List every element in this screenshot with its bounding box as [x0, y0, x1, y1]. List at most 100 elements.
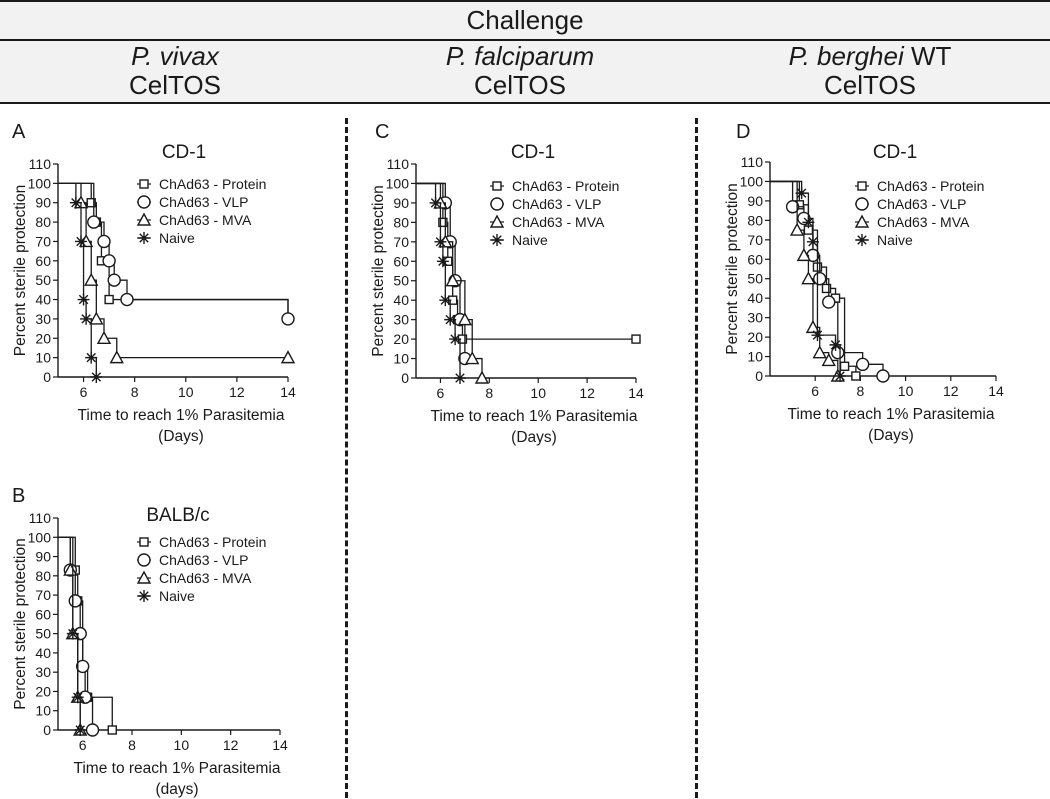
- y-tick-label: 20: [393, 331, 409, 347]
- data-point: [102, 254, 116, 268]
- y-tick-label: 70: [747, 232, 763, 248]
- legend-label: ChAd63 - Protein: [512, 178, 619, 194]
- legend-marker: [138, 590, 150, 602]
- series-line: [770, 180, 884, 376]
- antigen-name: CelTOS: [824, 70, 916, 100]
- y-tick-label: 60: [747, 251, 763, 267]
- y-tick-label: 90: [747, 193, 763, 209]
- y-tick-label: 30: [393, 312, 409, 328]
- species-name: P. vivax: [131, 41, 219, 71]
- y-tick-label: 60: [35, 606, 51, 622]
- x-tick-label: 10: [530, 385, 546, 401]
- y-tick-label: 30: [35, 311, 51, 327]
- x-tick-label: 12: [579, 385, 595, 401]
- x-tick-label: 6: [79, 737, 87, 753]
- data-point: [811, 329, 824, 342]
- chart-panel-a: A CD-1 0 10 20 30 40 50 60 70 80 90 100 110 6 8 10 12 14 Ti…: [12, 121, 296, 445]
- data-point: [85, 351, 98, 364]
- x-tick-label: 14: [628, 385, 644, 401]
- legend-label: Naive: [512, 232, 548, 248]
- legend-marker: [856, 234, 868, 246]
- y-axis-label: Percent sterile protection: [12, 538, 29, 709]
- legend: ChAd63 - Protein ChAd63 - VLP ChAd63 - MVA…: [489, 178, 619, 248]
- x-tick-label: 14: [988, 383, 1004, 399]
- y-tick-label: 100: [386, 175, 410, 191]
- x-tick-label: 12: [229, 384, 245, 400]
- antigen-name: CelTOS: [129, 70, 221, 100]
- legend-marker: [138, 232, 150, 244]
- legend-marker: [139, 179, 149, 189]
- x-axis-label-units: (Days): [511, 429, 557, 446]
- x-axis-label: Time to reach 1% Parasitemia: [430, 408, 637, 425]
- y-tick-label: 10: [747, 349, 763, 365]
- x-tick-label: 8: [857, 383, 865, 399]
- y-axis-label: Percent sterile protection: [370, 185, 387, 356]
- data-point: [822, 295, 836, 309]
- x-tick-label: 8: [485, 385, 493, 401]
- y-tick-label: 60: [35, 253, 51, 269]
- y-tick-label: 0: [43, 369, 51, 385]
- legend-label: Naive: [159, 588, 195, 604]
- legend-label: ChAd63 - VLP: [877, 196, 967, 212]
- data-point: [812, 345, 827, 359]
- y-tick-label: 80: [393, 214, 409, 230]
- data-point: [68, 594, 82, 608]
- legend-label: Naive: [159, 230, 195, 246]
- data-point: [439, 294, 452, 307]
- series-star: [58, 536, 87, 736]
- data-point: [89, 311, 104, 325]
- data-point: [813, 272, 827, 286]
- legend-marker: [490, 197, 504, 211]
- data-point: [831, 345, 845, 360]
- species-suffix: WT: [903, 41, 952, 71]
- x-tick-label: 6: [80, 384, 88, 400]
- y-tick-label: 30: [747, 310, 763, 326]
- x-tick-label: 6: [437, 385, 445, 401]
- data-point: [444, 313, 457, 326]
- column-divider-right: [695, 118, 698, 798]
- y-tick-label: 80: [35, 568, 51, 584]
- legend-marker: [137, 195, 151, 209]
- y-tick-label: 40: [393, 292, 409, 308]
- data-point: [805, 319, 821, 334]
- y-tick-label: 0: [43, 722, 51, 738]
- y-axis-label: Percent sterile protection: [724, 183, 741, 354]
- legend-label: ChAd63 - Protein: [159, 534, 266, 550]
- legend-label: ChAd63 - MVA: [159, 212, 252, 228]
- x-axis-label: Time to reach 1% Parasitemia: [77, 407, 284, 424]
- x-tick-label: 8: [131, 384, 139, 400]
- x-axis-label-units: (Days): [868, 427, 914, 444]
- y-tick-label: 40: [35, 292, 51, 308]
- y-tick-label: 50: [393, 273, 409, 289]
- chart-panel-d: D CD-1 0 10 20 30 40 50 60 70 80 90 100 110 6 8 10 12 14 Ti…: [724, 121, 1004, 444]
- data-point: [821, 283, 832, 294]
- x-axis-label: Time to reach 1% Parasitemia: [73, 760, 280, 777]
- x-axis-label-units: (Days): [158, 428, 204, 445]
- y-tick-label: 50: [35, 626, 51, 642]
- data-point: [829, 338, 842, 351]
- x-tick-label: 14: [272, 737, 288, 753]
- column-divider-left: [345, 118, 348, 798]
- data-point: [75, 659, 90, 674]
- column-header-berghei: P. berghei WT CelTOS: [695, 42, 1045, 100]
- y-tick-label: 40: [747, 290, 763, 306]
- legend: ChAd63 - Protein ChAd63 - VLP ChAd63 - MVA…: [136, 176, 266, 246]
- data-point: [474, 370, 490, 384]
- series-star: [58, 182, 103, 383]
- data-point: [785, 200, 800, 214]
- data-point: [434, 235, 447, 248]
- data-point: [839, 361, 850, 371]
- data-point: [806, 235, 819, 248]
- data-point: [457, 312, 473, 326]
- legend-label: ChAd63 - MVA: [877, 214, 970, 230]
- data-point: [429, 196, 442, 209]
- legend-marker: [137, 553, 151, 567]
- y-tick-label: 0: [401, 370, 409, 386]
- data-point: [851, 371, 861, 381]
- y-tick-label: 50: [747, 271, 763, 287]
- antigen-name: CelTOS: [474, 70, 566, 100]
- legend-label: Naive: [877, 232, 913, 248]
- species-name: P. falciparum: [445, 41, 595, 71]
- data-point: [86, 198, 96, 208]
